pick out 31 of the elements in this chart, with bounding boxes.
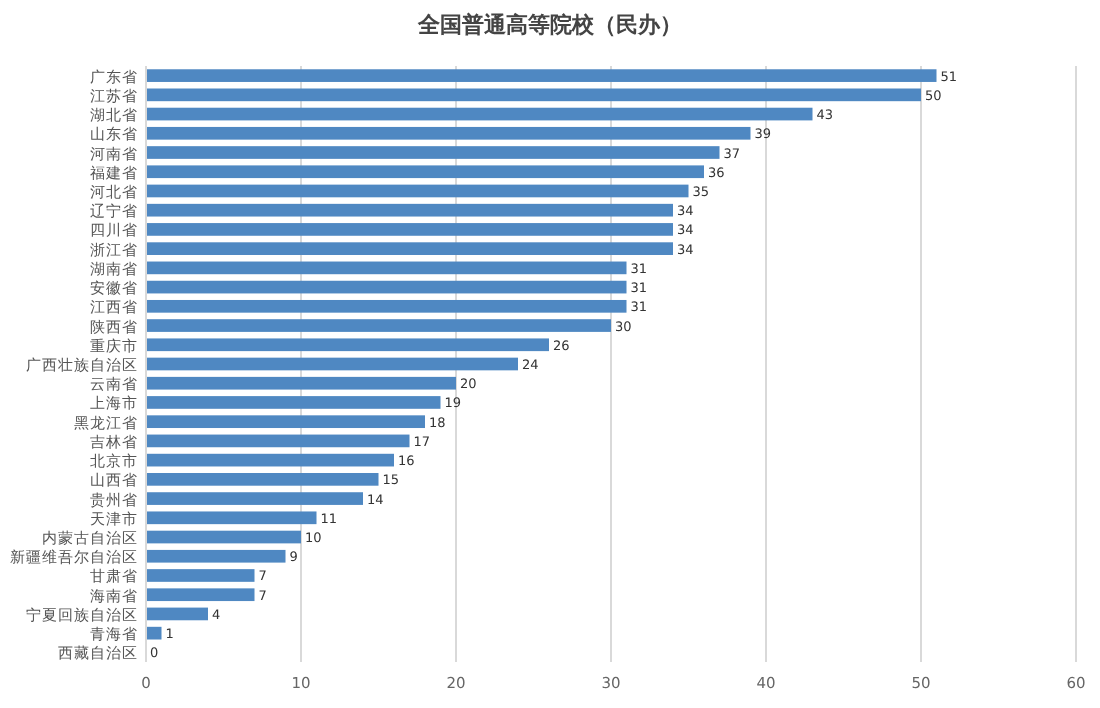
bar (146, 261, 627, 275)
bar (146, 453, 394, 467)
bar (146, 530, 301, 544)
bar (146, 184, 689, 198)
bar (146, 319, 611, 332)
bar (146, 146, 720, 159)
bar (146, 203, 673, 217)
bar (146, 299, 627, 313)
bar (146, 126, 751, 140)
bar (146, 434, 410, 448)
bar (146, 415, 425, 429)
bar (146, 223, 673, 236)
bar (146, 396, 441, 409)
bar (146, 280, 627, 294)
bar (146, 338, 549, 352)
bar (146, 473, 379, 486)
bar (146, 588, 255, 602)
bar (146, 492, 363, 505)
bar (146, 569, 255, 582)
chart-title: 全国普通高等院校（民办） (416, 12, 682, 38)
bar (146, 88, 921, 102)
bar (146, 69, 937, 82)
bar (146, 165, 704, 179)
bar (146, 357, 518, 371)
bar (146, 242, 673, 255)
bar (146, 107, 813, 121)
bar (146, 549, 286, 563)
bar (146, 376, 456, 390)
bar (146, 626, 162, 640)
bar (146, 511, 317, 525)
bar (146, 607, 208, 621)
